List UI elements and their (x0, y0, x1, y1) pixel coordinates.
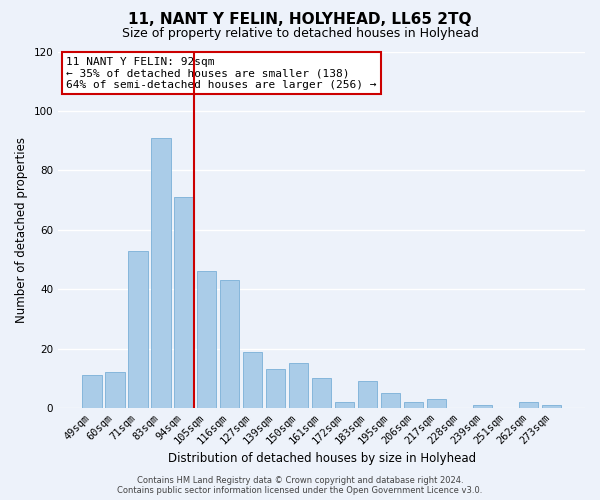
Bar (404, 402, 423, 408)
Bar (312, 378, 331, 408)
Bar (518, 402, 538, 408)
Bar (289, 364, 308, 408)
Bar (335, 402, 355, 408)
Bar (358, 382, 377, 408)
Bar (220, 280, 239, 408)
Bar (197, 272, 217, 408)
Bar (151, 138, 170, 408)
Text: Size of property relative to detached houses in Holyhead: Size of property relative to detached ho… (122, 28, 478, 40)
Bar (82, 376, 101, 408)
Bar (381, 393, 400, 408)
Y-axis label: Number of detached properties: Number of detached properties (15, 136, 28, 322)
Bar (128, 250, 148, 408)
Bar (105, 372, 125, 408)
X-axis label: Distribution of detached houses by size in Holyhead: Distribution of detached houses by size … (167, 452, 476, 465)
Text: Contains HM Land Registry data © Crown copyright and database right 2024.
Contai: Contains HM Land Registry data © Crown c… (118, 476, 482, 495)
Text: 11 NANT Y FELIN: 92sqm
← 35% of detached houses are smaller (138)
64% of semi-de: 11 NANT Y FELIN: 92sqm ← 35% of detached… (66, 57, 377, 90)
Bar (427, 399, 446, 408)
Bar (174, 197, 194, 408)
Bar (243, 352, 262, 408)
Bar (473, 405, 492, 408)
Bar (542, 405, 561, 408)
Bar (266, 370, 286, 408)
Text: 11, NANT Y FELIN, HOLYHEAD, LL65 2TQ: 11, NANT Y FELIN, HOLYHEAD, LL65 2TQ (128, 12, 472, 28)
